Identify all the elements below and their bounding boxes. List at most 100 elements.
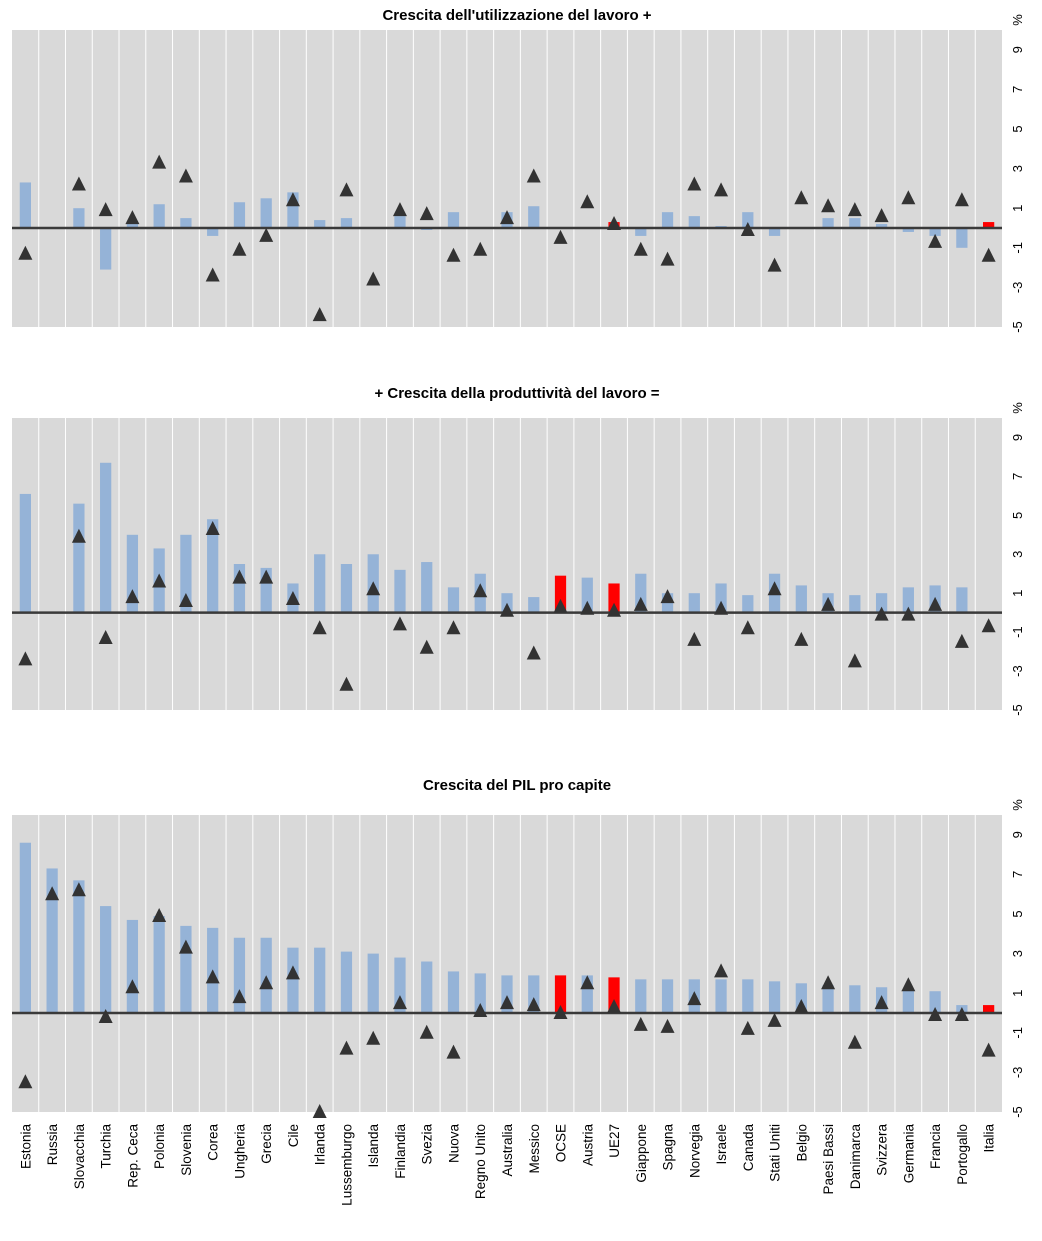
marker-norvegia [687, 176, 702, 191]
marker-italia [981, 247, 996, 262]
marker-francia [928, 1006, 943, 1021]
ytick-label: 7 [1010, 86, 1025, 93]
ytick-label: 9 [1010, 46, 1025, 53]
bar-irlanda [314, 220, 326, 228]
marker-messico [526, 645, 541, 660]
ytick-label: -5 [1010, 704, 1025, 716]
marker-corea [205, 969, 220, 984]
ytick-label: 7 [1010, 473, 1025, 480]
category-label-regno-unito: Regno Unito [473, 1124, 488, 1199]
bar-nuova [447, 212, 460, 228]
marker-israele [714, 600, 729, 615]
marker-danimarca [847, 653, 862, 668]
marker-stati-uniti [767, 1012, 782, 1027]
marker-paesi-bassi [821, 198, 836, 213]
bar-polonia [153, 204, 165, 228]
category-label-svezia: Svezia [420, 1124, 435, 1165]
category-label-norvegia: Norvegia [687, 1124, 702, 1179]
marker-germania [901, 606, 916, 621]
marker-turchia [98, 629, 113, 644]
marker-ocse [553, 1005, 568, 1019]
marker-estonia [18, 245, 33, 260]
ytick-label: 1 [1010, 990, 1025, 997]
marker-spagna [660, 1018, 675, 1033]
marker-svezia [419, 206, 434, 221]
ytick-label: 1 [1010, 205, 1025, 212]
marker-ue27 [607, 216, 622, 231]
bar-messico [528, 975, 540, 1013]
panel-title: + Crescita della produttività del lavoro… [374, 385, 659, 402]
bar-ungheria [233, 202, 246, 228]
bar-slovacchia [73, 208, 85, 228]
marker-irlanda [312, 307, 327, 322]
marker-nuova [446, 620, 461, 635]
category-label-cile: Cile [286, 1124, 301, 1147]
bar-australia [501, 975, 513, 1013]
bar-islanda [367, 953, 379, 1013]
bar-norvegia [688, 216, 700, 228]
bar-austria [581, 975, 593, 1013]
marker-slovenia [178, 168, 193, 183]
marker-finlandia [392, 202, 407, 217]
category-label-svizzera: Svizzera [875, 1124, 890, 1176]
bar-finlandia [394, 957, 406, 1013]
panel-title: Crescita del PIL pro capite [423, 777, 611, 794]
bar-israele [715, 979, 727, 1013]
ytick-label: 3 [1010, 165, 1025, 172]
bar-svezia [421, 562, 433, 613]
marker-canada [740, 221, 755, 236]
marker-estonia [18, 651, 33, 666]
marker-spagna [660, 251, 675, 266]
bar-corea [207, 519, 219, 613]
marker-danimarca [847, 1034, 862, 1049]
bar-finlandia [394, 216, 406, 228]
marker-israele [714, 182, 729, 197]
bar-francia [929, 991, 941, 1013]
plot-area [12, 30, 1002, 327]
bar-israele [715, 583, 727, 613]
marker-corea [205, 267, 220, 282]
category-label-paesi-bassi: Paesi Bassi [821, 1124, 836, 1195]
bar-grecia [260, 567, 272, 613]
bar-turchia [100, 228, 112, 270]
category-label-giappone: Giappone [634, 1124, 649, 1183]
marker-ungheria [232, 989, 247, 1004]
category-label-canada: Canada [741, 1124, 756, 1172]
category-label-germania: Germania [901, 1124, 916, 1184]
marker-giappone [633, 241, 648, 256]
bar-ocse [554, 575, 567, 613]
bar-italia [983, 1005, 995, 1013]
ytick-label: 3 [1010, 950, 1025, 957]
marker-svizzera [874, 606, 889, 621]
bar-russia [46, 868, 58, 1013]
y-unit-label: % [1010, 14, 1025, 26]
category-label-corea: Corea [206, 1124, 221, 1161]
category-label-portogallo: Portogallo [955, 1124, 970, 1185]
bar-nuova [447, 587, 460, 613]
marker-rep-ceca [125, 589, 140, 604]
marker-turchia [98, 202, 113, 217]
bar-portogallo [956, 587, 968, 613]
marker-belgio [794, 190, 809, 205]
bar-estonia [19, 842, 31, 1013]
bar-germania [902, 989, 914, 1013]
bar-messico [528, 597, 540, 613]
marker-messico [526, 997, 541, 1012]
ytick-label: 7 [1010, 871, 1025, 878]
bar-svizzera [875, 593, 888, 613]
ytick-label: 5 [1010, 512, 1025, 519]
marker-finlandia [392, 995, 407, 1010]
bar-irlanda [314, 947, 326, 1013]
bar-ue27 [608, 583, 620, 613]
marker-corea [205, 520, 220, 535]
y-unit-label: % [1010, 402, 1025, 414]
bar-ocse [554, 975, 567, 1013]
bar-ue27 [608, 977, 620, 1013]
bar-paesi-bassi [822, 985, 834, 1013]
bar-estonia [19, 493, 31, 613]
marker-ungheria [232, 569, 247, 584]
bar-francia [929, 228, 941, 236]
bar-stati-uniti [768, 981, 781, 1013]
marker-lussemburgo [339, 1040, 354, 1055]
